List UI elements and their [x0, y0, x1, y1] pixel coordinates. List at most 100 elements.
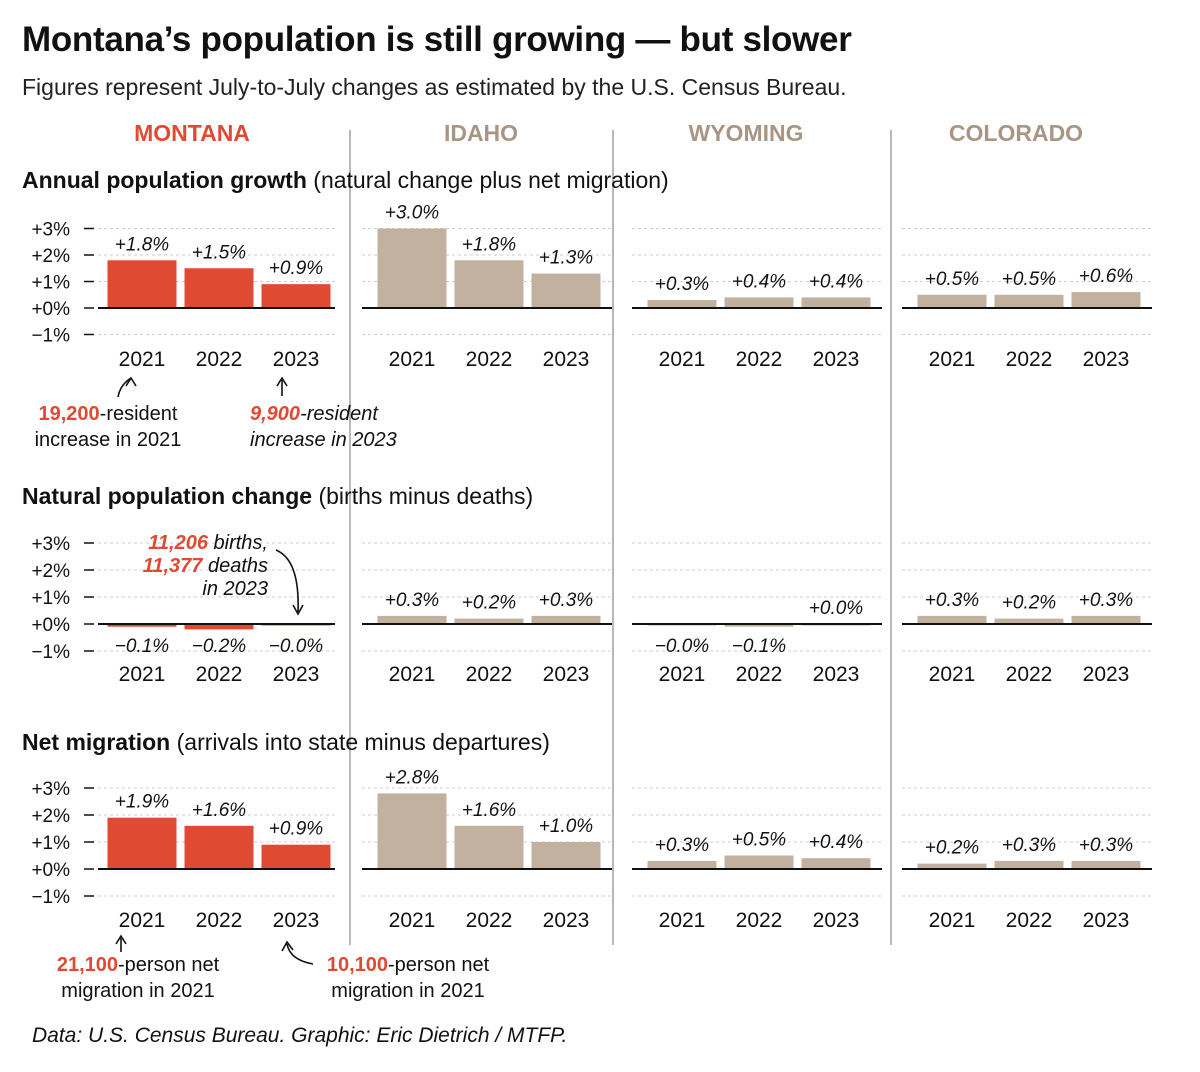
y-tick-label: +2%	[31, 246, 70, 267]
year-label: 2021	[389, 348, 436, 371]
bar	[261, 284, 331, 308]
bar-value-label: −0.2%	[192, 636, 247, 657]
state-header-montana: MONTANA	[134, 120, 250, 146]
annotation-births-deaths-line1: 11,206 births,	[148, 532, 268, 554]
annotation-arrow	[275, 549, 299, 613]
annotation-growth-2023-line1: 9,900-resident	[250, 403, 379, 425]
chart-title: Montana’s population is still growing — …	[22, 20, 852, 59]
panel-title-1: Annual population growth (natural change…	[22, 167, 669, 193]
bar	[647, 300, 717, 308]
bar	[107, 260, 177, 308]
year-label: 2021	[119, 909, 166, 932]
bar	[531, 273, 601, 308]
year-label: 2023	[813, 348, 860, 371]
panel-title-2: Natural population change (births minus …	[22, 483, 533, 509]
bar	[724, 297, 794, 308]
annotation-migration-2023-line2: migration in 2021	[331, 980, 484, 1002]
y-tick-label: +3%	[31, 534, 70, 555]
bar-value-label: −0.1%	[115, 636, 170, 657]
bar	[1071, 860, 1141, 869]
annotation-growth-2023-line2: increase in 2023	[250, 429, 397, 451]
bar-value-label: +0.6%	[1079, 266, 1134, 287]
bar-value-label: +1.5%	[192, 242, 247, 263]
bar	[724, 624, 794, 627]
bar-value-label: +0.3%	[385, 590, 440, 611]
bar-value-label: +0.5%	[1002, 269, 1057, 290]
state-header-idaho: IDAHO	[444, 120, 518, 146]
annotation-growth-2021-line1: 19,200-resident	[39, 403, 178, 425]
bar	[801, 858, 871, 869]
y-tick-label: +1%	[31, 833, 70, 854]
y-tick-label: +1%	[31, 588, 70, 609]
bar-value-label: +3.0%	[385, 203, 440, 224]
bar-value-label: +0.9%	[269, 258, 324, 279]
bar	[377, 615, 447, 624]
annotation-births-deaths-line2: 11,377 deaths	[143, 555, 268, 577]
y-tick-label: +1%	[31, 273, 70, 294]
year-label: 2023	[273, 663, 320, 686]
bar-value-label: +0.3%	[1079, 835, 1134, 856]
year-label: 2023	[1083, 663, 1130, 686]
annotation-arrowhead	[292, 604, 304, 616]
annotation-arrowhead	[115, 934, 127, 945]
annotation-migration-2021-line1: 21,100-person net	[57, 954, 220, 976]
bar-value-label: +0.2%	[462, 593, 517, 614]
year-label: 2021	[389, 909, 436, 932]
annotation-arrowhead	[276, 376, 288, 387]
bar-value-label: +0.5%	[925, 269, 980, 290]
bar	[994, 860, 1064, 869]
source-credit: Data: U.S. Census Bureau. Graphic: Eric …	[32, 1024, 568, 1047]
bar	[724, 855, 794, 869]
bar-value-label: +0.4%	[732, 271, 787, 292]
annotation-migration-2023-line1: 10,100-person net	[327, 954, 490, 976]
y-tick-label: +0%	[31, 615, 70, 636]
y-tick-label: −1%	[31, 642, 70, 663]
bar	[1071, 615, 1141, 624]
bar	[994, 294, 1064, 308]
bar	[994, 618, 1064, 624]
panel-title-3: Net migration (arrivals into state minus…	[22, 729, 550, 755]
year-label: 2023	[543, 348, 590, 371]
bar-value-label: +0.3%	[655, 274, 710, 295]
year-label: 2021	[119, 348, 166, 371]
year-label: 2021	[929, 348, 976, 371]
y-tick-label: −1%	[31, 887, 70, 908]
bar-value-label: +0.2%	[1002, 593, 1057, 614]
year-label: 2021	[389, 663, 436, 686]
bar	[917, 294, 987, 308]
year-label: 2021	[659, 909, 706, 932]
year-label: 2022	[196, 348, 243, 371]
bar-value-label: +0.4%	[809, 271, 864, 292]
year-label: 2022	[1006, 348, 1053, 371]
bar-value-label: +1.8%	[115, 234, 170, 255]
bar	[801, 297, 871, 308]
bar	[454, 260, 524, 308]
year-label: 2022	[466, 663, 513, 686]
bar-value-label: +0.4%	[809, 832, 864, 853]
bar-value-label: +1.3%	[539, 248, 594, 269]
bar	[107, 624, 177, 627]
y-tick-label: +3%	[31, 220, 70, 241]
bar-value-label: −0.0%	[655, 636, 710, 657]
chart-subtitle: Figures represent July-to-July changes a…	[22, 74, 847, 100]
bar	[917, 615, 987, 624]
bar-value-label: +0.0%	[809, 598, 864, 619]
y-tick-label: +2%	[31, 561, 70, 582]
annotation-arrow	[117, 377, 132, 398]
year-label: 2021	[659, 663, 706, 686]
bar-value-label: +1.9%	[115, 792, 170, 813]
bar	[261, 844, 331, 869]
year-label: 2023	[543, 663, 590, 686]
bar	[184, 825, 254, 869]
year-label: 2022	[1006, 909, 1053, 932]
bar-value-label: +0.2%	[925, 838, 980, 859]
bar	[184, 268, 254, 308]
bar-value-label: +0.9%	[269, 819, 324, 840]
annotation-arrowhead	[281, 940, 294, 952]
year-label: 2022	[466, 348, 513, 371]
bar-value-label: +0.3%	[925, 590, 980, 611]
state-header-wyoming: WYOMING	[689, 120, 804, 146]
bar	[107, 817, 177, 869]
y-tick-label: +3%	[31, 779, 70, 800]
